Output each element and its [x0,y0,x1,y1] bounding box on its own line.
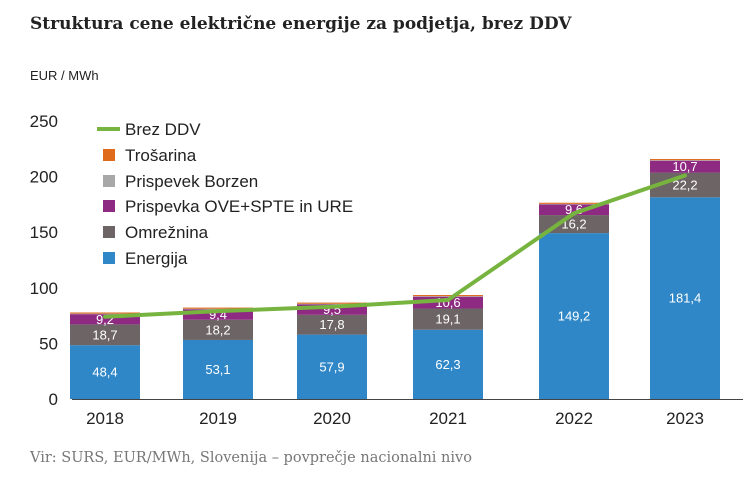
data-label-ove-2023: 10,7 [672,159,697,174]
source-note: Vir: SURS, EUR/MWh, Slovenija – povprečj… [30,450,472,466]
y-tick-label-50: 50 [39,334,58,353]
bar-trosarina-2023 [650,159,720,161]
data-label-energija-2023: 181,4 [669,291,702,306]
bar-borzen-2019 [183,308,253,310]
bar-energija-2023 [650,197,720,399]
legend-marker-omreznina [103,226,115,238]
legend-marker-borzen [103,175,115,187]
bar-trosarina-2018 [70,312,140,314]
bar-trosarina-2021 [413,295,483,297]
chart-title: Struktura cene električne energije za po… [30,14,572,34]
x-tick-label-2019: 2019 [199,409,237,428]
data-label-energija-2018: 48,4 [92,365,117,380]
x-tick-label-2018: 2018 [86,409,124,428]
bar-energija-2022 [539,233,609,399]
bar-borzen-2023 [650,160,720,161]
data-label-omreznina-2019: 18,2 [205,322,230,337]
legend-marker-energija [103,252,115,264]
data-label-omreznina-2023: 22,2 [672,177,697,192]
legend-marker-ove [103,200,115,212]
legend-label-ove: Prispevka OVE+SPTE in URE [125,197,353,216]
bar-ove-2018 [70,314,140,325]
y-axis-unit: EUR / MWh [30,68,99,83]
bar-ove-2023 [650,160,720,173]
x-tick-label-2020: 2020 [313,409,351,428]
legend-marker-trosarina [103,149,115,161]
bar-energija-2021 [413,329,483,399]
legend-label-borzen: Prispevek Borzen [125,172,258,191]
data-label-energija-2019: 53,1 [205,362,230,377]
bar-energija-2018 [70,345,140,399]
x-tick-label-2021: 2021 [429,409,467,428]
bar-omreznina-2021 [413,308,483,330]
data-label-ove-2020: 9,5 [323,302,341,317]
data-label-energija-2021: 62,3 [435,357,460,372]
y-tick-label-200: 200 [30,168,58,187]
bar-energija-2020 [297,334,367,399]
stacked-bar-chart: 05010015020025048,418,79,2201853,118,29,… [30,112,743,428]
data-label-omreznina-2021: 19,1 [435,312,460,327]
bar-trosarina-2019 [183,307,253,309]
bar-borzen-2022 [539,203,609,205]
data-label-omreznina-2020: 17,8 [319,317,344,332]
legend-label-energija: Energija [125,249,188,268]
x-tick-label-2023: 2023 [666,409,704,428]
y-tick-label-100: 100 [30,279,58,298]
legend-label-omreznina: Omrežnina [125,223,209,242]
bar-energija-2019 [183,339,253,399]
bar-ove-2021 [413,296,483,309]
x-tick-label-2022: 2022 [555,409,593,428]
data-label-energija-2020: 57,9 [319,359,344,374]
y-tick-label-150: 150 [30,223,58,242]
bar-ove-2019 [183,309,253,320]
data-label-omreznina-2022: 16,2 [561,217,586,232]
bar-borzen-2021 [413,296,483,297]
bar-trosarina-2022 [539,202,609,204]
bar-omreznina-2019 [183,319,253,340]
bar-borzen-2020 [297,303,367,305]
y-tick-label-0: 0 [49,390,58,409]
legend-label-trosarina: Trošarina [125,146,197,165]
bar-ove-2020 [297,304,367,315]
bar-trosarina-2020 [297,302,367,304]
bar-borzen-2018 [70,313,140,315]
bar-ove-2022 [539,204,609,216]
y-tick-label-250: 250 [30,112,58,131]
data-label-omreznina-2018: 18,7 [92,327,117,342]
bar-omreznina-2020 [297,314,367,335]
data-label-energija-2022: 149,2 [558,309,591,324]
legend-label-line: Brez DDV [125,120,201,139]
bar-omreznina-2018 [70,324,140,346]
line-series-brez-ddv [103,173,687,319]
bar-omreznina-2022 [539,215,609,234]
data-label-ove-2021: 10,6 [435,295,460,310]
